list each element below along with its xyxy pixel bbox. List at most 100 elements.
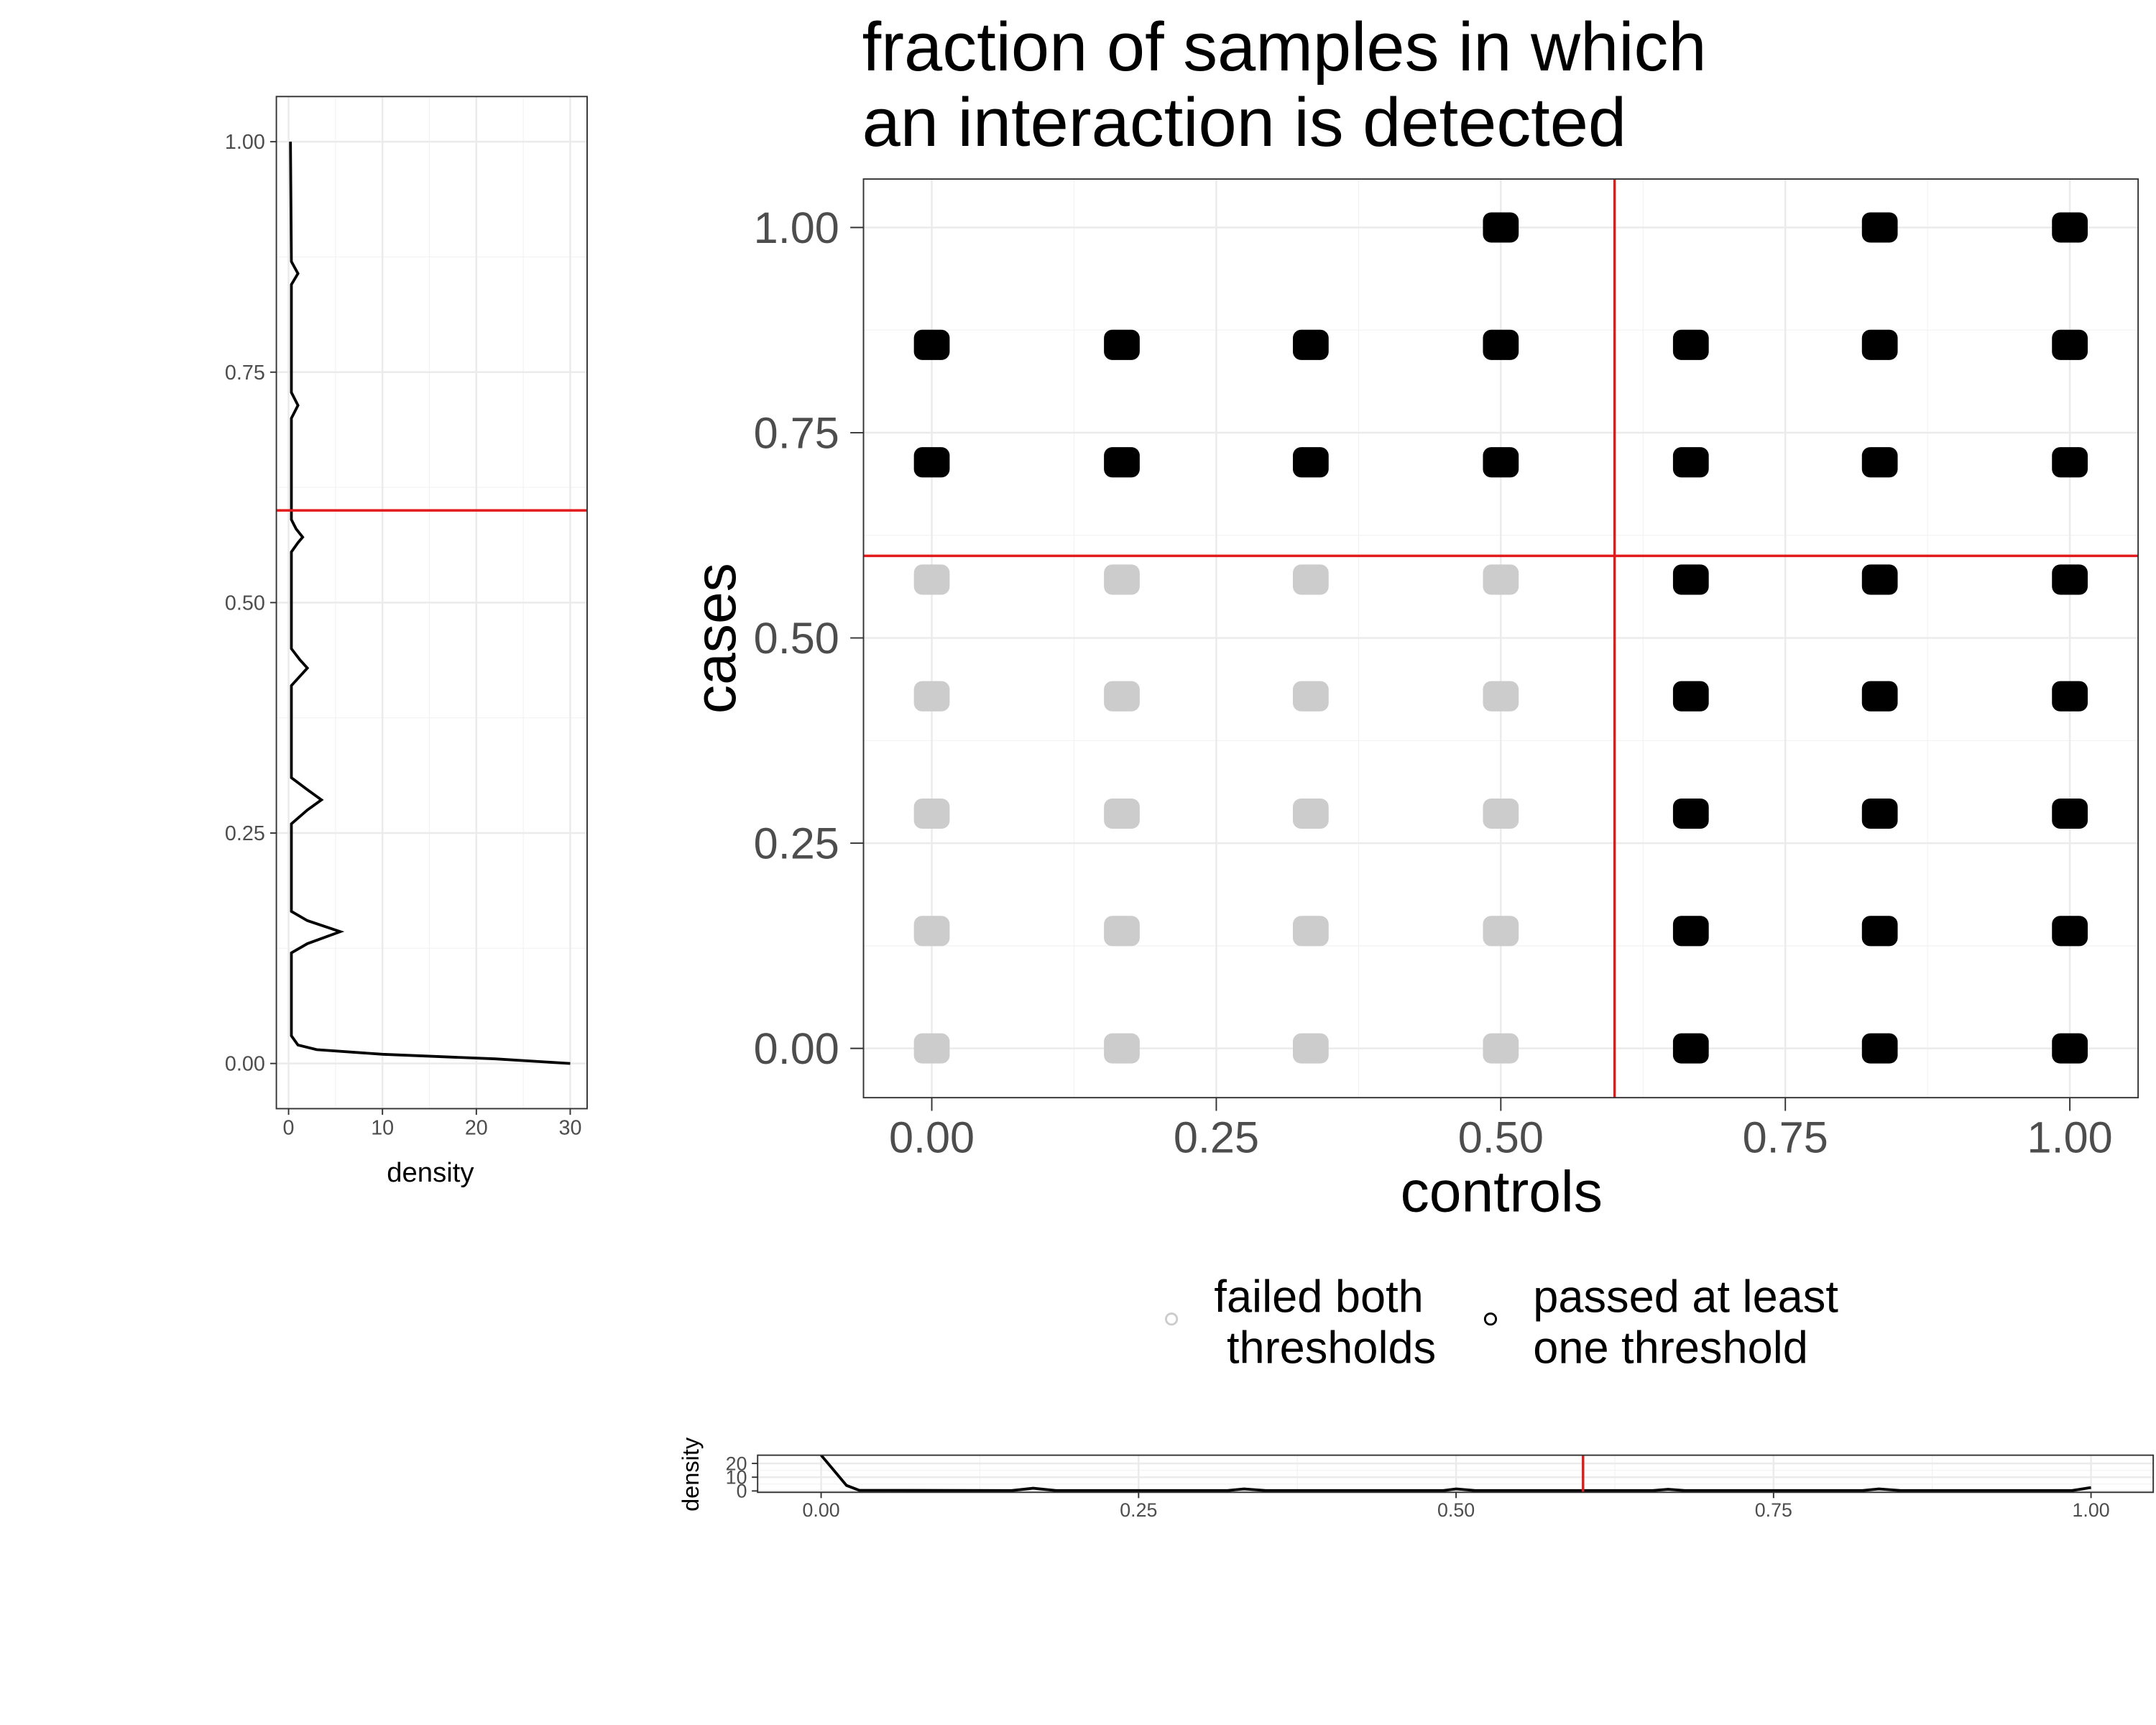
point-cluster bbox=[2052, 916, 2088, 947]
x-tick-label: 0.00 bbox=[889, 1113, 975, 1162]
panel-border bbox=[275, 96, 588, 1110]
y-tick-label: 10 bbox=[726, 1467, 747, 1489]
point-cluster bbox=[1104, 798, 1140, 829]
panel bbox=[757, 1455, 2154, 1493]
y-axis-label: density bbox=[678, 1437, 704, 1512]
panel-border bbox=[862, 178, 2139, 1099]
y-tick-label: 20 bbox=[726, 1453, 747, 1474]
x-tick-label: 0.00 bbox=[803, 1499, 840, 1521]
y-tick-label: 0 bbox=[737, 1481, 747, 1502]
point-cluster bbox=[1293, 681, 1329, 712]
point-cluster bbox=[1483, 212, 1519, 243]
point-cluster bbox=[1104, 329, 1140, 360]
point-cluster bbox=[1861, 1033, 1898, 1064]
x-tick-label: 0.50 bbox=[1437, 1499, 1475, 1521]
x-tick-label: 1.00 bbox=[2073, 1499, 2110, 1521]
y-tick-label: 0.00 bbox=[225, 1053, 265, 1076]
point-cluster bbox=[1861, 916, 1898, 947]
x-axis-label: density bbox=[387, 1157, 474, 1188]
point-cluster bbox=[1861, 681, 1898, 712]
point-cluster bbox=[1672, 447, 1709, 478]
point-cluster bbox=[1672, 681, 1709, 712]
point-cluster bbox=[913, 681, 950, 712]
point-cluster bbox=[2052, 329, 2088, 360]
point-cluster bbox=[1293, 798, 1329, 829]
plot-area bbox=[276, 142, 587, 1065]
x-tick-label: 0.75 bbox=[1743, 1113, 1828, 1162]
point-cluster bbox=[1483, 329, 1519, 360]
panel-border bbox=[757, 1454, 2155, 1494]
point-cluster bbox=[1861, 329, 1898, 360]
point-cluster bbox=[1104, 564, 1140, 595]
point-cluster bbox=[1672, 798, 1709, 829]
point-cluster bbox=[1293, 1033, 1329, 1064]
point-cluster bbox=[1293, 447, 1329, 478]
point-cluster bbox=[1293, 916, 1329, 947]
point-cluster bbox=[2052, 447, 2088, 478]
point-cluster bbox=[1672, 916, 1709, 947]
y-tick-label: 0.75 bbox=[754, 408, 839, 457]
point-cluster bbox=[1672, 329, 1709, 360]
y-tick-label: 0.50 bbox=[754, 614, 839, 663]
panel bbox=[276, 96, 587, 1109]
x-tick-label: 0.75 bbox=[1755, 1499, 1792, 1521]
point-cluster bbox=[1293, 564, 1329, 595]
point-cluster bbox=[913, 1033, 950, 1064]
point-cluster bbox=[913, 564, 950, 595]
point-cluster bbox=[1483, 447, 1519, 478]
point-cluster bbox=[1672, 564, 1709, 595]
plot-area bbox=[863, 179, 2139, 1098]
point-cluster bbox=[1483, 798, 1519, 829]
chart-title: fraction of samples in which an interacti… bbox=[862, 9, 1707, 161]
y-tick-label: 0.75 bbox=[225, 362, 265, 385]
point-cluster bbox=[1483, 681, 1519, 712]
point-cluster bbox=[1483, 564, 1519, 595]
legend-label: passed at least one threshold bbox=[1533, 1272, 1838, 1374]
x-tick-label: 30 bbox=[558, 1116, 581, 1139]
x-tick-label: 1.00 bbox=[2027, 1113, 2113, 1162]
plot-area bbox=[820, 1455, 2091, 1493]
x-axis-label: controls bbox=[1401, 1159, 1603, 1224]
point-cluster bbox=[1861, 798, 1898, 829]
point-cluster bbox=[1861, 212, 1898, 243]
y-tick-label: 0.50 bbox=[225, 592, 265, 615]
point-cluster bbox=[1293, 329, 1329, 360]
x-tick-label: 0 bbox=[283, 1116, 295, 1139]
legend-marker bbox=[1483, 1312, 1498, 1326]
y-tick-label: 0.25 bbox=[754, 819, 839, 868]
point-cluster bbox=[1104, 1033, 1140, 1064]
x-tick-label: 0.50 bbox=[1458, 1113, 1544, 1162]
point-cluster bbox=[1861, 564, 1898, 595]
density-curve bbox=[289, 142, 571, 1065]
y-axis-label: cases bbox=[683, 563, 748, 714]
point-cluster bbox=[2052, 798, 2088, 829]
legend-label: failed both thresholds bbox=[1214, 1272, 1436, 1374]
legend-marker bbox=[1165, 1312, 1179, 1326]
x-tick-label: 10 bbox=[371, 1116, 394, 1139]
point-cluster bbox=[1483, 916, 1519, 947]
point-cluster bbox=[2052, 212, 2088, 243]
point-cluster bbox=[913, 329, 950, 360]
point-cluster bbox=[1104, 447, 1140, 478]
point-cluster bbox=[2052, 1033, 2088, 1064]
point-cluster bbox=[913, 798, 950, 829]
point-cluster bbox=[1104, 916, 1140, 947]
x-tick-label: 0.25 bbox=[1120, 1499, 1157, 1521]
point-cluster bbox=[2052, 564, 2088, 595]
point-cluster bbox=[2052, 681, 2088, 712]
x-tick-label: 20 bbox=[465, 1116, 488, 1139]
x-tick-label: 0.25 bbox=[1174, 1113, 1259, 1162]
y-tick-label: 0.00 bbox=[754, 1024, 839, 1073]
y-tick-label: 0.25 bbox=[225, 822, 265, 845]
point-cluster bbox=[1861, 447, 1898, 478]
density-curve bbox=[820, 1455, 2091, 1492]
point-cluster bbox=[1483, 1033, 1519, 1064]
point-cluster bbox=[913, 916, 950, 947]
point-cluster bbox=[1672, 1033, 1709, 1064]
point-cluster bbox=[913, 447, 950, 478]
panel bbox=[863, 179, 2139, 1098]
y-tick-label: 1.00 bbox=[754, 203, 839, 252]
y-tick-label: 1.00 bbox=[225, 131, 265, 154]
